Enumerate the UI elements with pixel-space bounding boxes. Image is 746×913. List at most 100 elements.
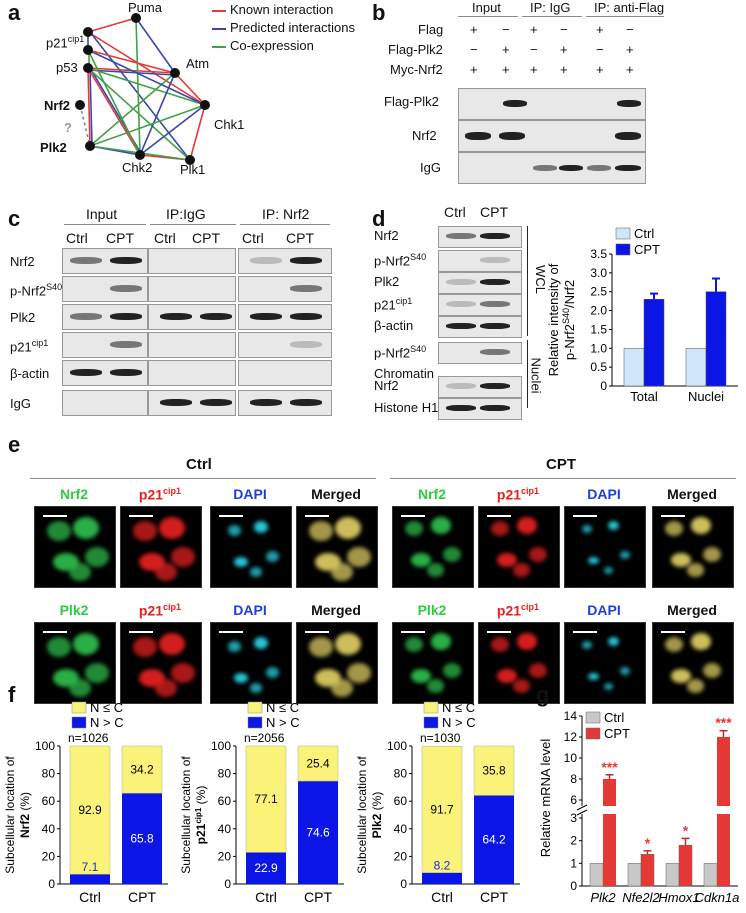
g-axis-break [576,804,588,811]
f-ytick-label: 100 [387,739,407,753]
e-channel-label: Plk2 [392,602,472,618]
legend-swatch-known [212,10,226,12]
e-cell [491,521,509,536]
e-cell [529,547,547,562]
f-legend-label: N > C [266,715,300,730]
d-blot-label: p-Nrf2S40 [374,344,426,360]
e-cell [703,663,721,678]
c-blot-strip [148,360,236,386]
e-cell [254,521,269,534]
g-xtick-label: Cdkn1a [695,890,740,905]
f-stacked-bar-chart: N ≤ CN > Cn=2056 Subcellular location of p… [179,700,344,905]
e-cell [497,669,517,683]
f-bar-blue [298,781,338,884]
d-band [446,405,476,411]
e-micrograph [478,506,560,588]
e-scale-bar [129,631,153,633]
d-band [446,323,476,329]
g-bar [678,844,693,887]
g-legend-swatch [585,711,601,724]
d-band [480,233,510,239]
e-cell [491,637,509,652]
g-bar [603,814,616,886]
c-blot-strip [148,248,236,274]
e-cpt-line [390,478,736,479]
e-scale-bar [219,631,243,633]
legend-swatch-coexpression [212,46,226,48]
e-cell [234,557,249,567]
g-ytick-label: 8 [570,772,577,786]
f-ytick-label: 40 [218,822,232,836]
c-lane-label: CPT [106,230,134,246]
e-cell [427,563,444,577]
c-header-line-1 [64,224,146,225]
g-bar [717,737,730,806]
e-scale-bar [573,631,597,633]
e-cell [335,517,361,539]
f-ytick-label: 60 [218,794,232,808]
e-micrograph [392,622,474,704]
e-channel-label: DAPI [210,486,290,502]
e-cell [582,641,592,650]
b-sign: − [596,42,604,57]
e-scale-bar [305,515,329,517]
g-ylabel: Relative mRNA level [538,739,553,858]
e-channel-sup: cip1 [163,486,182,496]
d-xtick-label: Nuclei [688,389,724,404]
b-sign: + [596,62,604,77]
f-ylabel-b: p21cip1 (%) [194,786,208,845]
d-band [446,301,476,307]
f-yellow-value: 35.8 [482,764,506,778]
e-channel-sup: cip1 [521,486,540,496]
f-blue-value: 74.6 [306,826,330,840]
f-ytick-label: 20 [218,849,232,863]
d-ylabel-sup: S40 [561,308,571,324]
e-channel-label: DAPI [210,602,290,618]
e-channel-label: p21cip1 [478,602,558,619]
e-cell [47,637,71,657]
b-blot-label-flagplk2: Flag-Plk2 [384,94,439,109]
e-cell [347,547,371,567]
e-channel-label: p21cip1 [478,486,558,503]
f-n-label: n=1026 [68,731,109,745]
c-band [250,313,282,320]
e-micrograph [478,622,560,704]
d-band [480,301,510,307]
f-ytick-label: 100 [211,739,231,753]
f-ytick-label: 100 [35,739,55,753]
c-blot-label: β-actin [10,366,49,381]
e-cell [405,637,423,652]
d-blot-label-text: Chromatin [374,366,434,381]
c-blot-label: p21cip1 [10,338,48,354]
e-scale-bar [401,631,425,633]
d-bar [643,299,665,387]
b-header-line-3 [586,16,664,17]
e-micrograph [652,506,734,588]
e-cell [665,521,683,536]
f-yellow-value: 92.9 [78,803,102,817]
e-scale-bar [487,631,511,633]
c-header-line-3 [240,224,330,225]
g-ytick-label: 1 [570,856,577,870]
e-cell [588,557,599,565]
e-cell [431,517,451,534]
g-ytick-label: 6 [570,793,577,807]
e-channel-label: Merged [652,486,732,502]
e-scale-bar [661,631,685,633]
d-blot-label-text: p21 [374,297,396,313]
g-legend-swatch [585,727,601,740]
f-legend-label: N ≤ C [442,700,475,715]
d-ytick-label: 2.0 [590,304,607,318]
b-sign: − [560,22,568,37]
f-bar-blue [422,872,462,884]
e-cell [335,633,361,655]
node-atm: Atm [186,56,210,71]
e-cell [497,553,517,567]
b-blot-igg [458,152,646,184]
c-blot-label: Nrf2 [10,254,35,269]
f-ylabel-b: Plk2 (%) [370,792,384,839]
e-channel-label: p21cip1 [120,602,200,619]
e-cell [529,663,547,678]
c-band [250,399,282,406]
f-ylabel-unit: (%) [18,792,32,814]
